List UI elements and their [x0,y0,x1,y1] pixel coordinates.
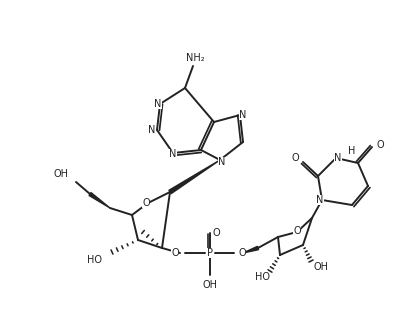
Text: HO: HO [87,255,102,265]
Text: N: N [316,195,324,205]
Text: OH: OH [314,262,328,272]
Polygon shape [89,193,110,208]
Text: P: P [207,248,213,258]
Text: O: O [212,228,220,238]
Text: OH: OH [202,280,218,290]
Text: NH₂: NH₂ [186,53,204,63]
Text: OH: OH [53,169,68,179]
Text: HO: HO [254,272,270,282]
Text: N: N [148,125,156,135]
Text: O: O [142,198,150,208]
Text: O: O [291,153,299,163]
Text: N: N [239,110,247,120]
Text: O: O [293,226,301,236]
Text: N: N [169,149,177,159]
Text: H: H [348,146,355,156]
Text: N: N [218,157,226,167]
Text: O: O [171,248,179,258]
Text: N: N [334,153,342,163]
Polygon shape [243,246,258,253]
Polygon shape [169,160,220,194]
Text: O: O [376,140,384,150]
Text: O: O [238,248,246,258]
Text: N: N [154,99,162,109]
